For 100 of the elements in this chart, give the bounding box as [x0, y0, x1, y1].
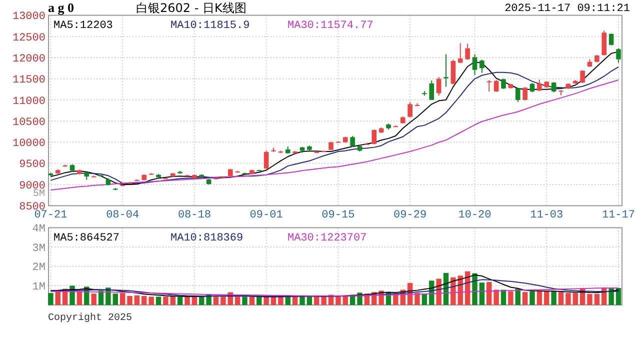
bar — [163, 296, 168, 305]
y-tick-label: 12500 — [12, 32, 46, 44]
line-series — [50, 279, 619, 297]
bar — [522, 292, 528, 305]
bar — [192, 296, 198, 305]
candlestick — [558, 90, 564, 96]
candlestick — [580, 70, 585, 84]
candlestick — [530, 82, 535, 93]
candlestick — [264, 150, 269, 170]
candlestick — [494, 80, 499, 92]
bar — [436, 278, 442, 305]
bar — [566, 293, 571, 305]
bar — [270, 296, 276, 305]
x-tick-label: 08-18 — [178, 210, 211, 222]
text: MA5:864527 — [54, 232, 120, 245]
bar — [530, 291, 535, 305]
chart-title: 白银2602 - 日K线图 — [136, 1, 246, 15]
bar — [156, 296, 162, 305]
x-tick-label: 09-29 — [394, 210, 427, 222]
x-tick-label: 07-21 — [34, 210, 68, 222]
candlestick — [436, 76, 442, 96]
candlestick — [486, 80, 492, 92]
candlestick — [458, 42, 463, 64]
bar — [148, 296, 154, 305]
bar — [213, 296, 219, 305]
candlestick — [616, 48, 621, 64]
bar — [264, 296, 269, 305]
text: MA30:11574.77 — [288, 20, 374, 32]
x-tick-label: 11-17 — [602, 210, 636, 222]
bar — [306, 296, 312, 305]
bar — [321, 296, 326, 305]
bar — [336, 296, 341, 305]
bar — [112, 294, 118, 305]
candlestick — [522, 86, 528, 101]
bar — [184, 296, 190, 305]
y-tick-label: 2M — [32, 262, 46, 274]
bar — [242, 296, 248, 305]
candlestick — [429, 80, 434, 100]
text: MA10:818369 — [170, 232, 244, 245]
bar — [278, 296, 284, 305]
bar — [292, 296, 298, 305]
bar — [220, 296, 226, 305]
bar — [500, 290, 506, 305]
bar — [314, 296, 320, 305]
bar — [551, 291, 556, 305]
bar — [479, 282, 485, 305]
bar — [134, 295, 140, 305]
bar — [76, 291, 82, 305]
candlestick — [408, 102, 412, 118]
bar — [536, 291, 542, 305]
text: MA5:12203 — [54, 20, 113, 32]
candlestick — [480, 59, 484, 74]
y-tick-label: 13000 — [12, 11, 46, 24]
bar — [120, 293, 126, 305]
bar — [91, 294, 96, 305]
y-tick-label: 11500 — [12, 74, 46, 87]
y-tick-label: 3M — [32, 242, 46, 255]
x-tick-label: 09-15 — [322, 210, 355, 222]
y-tick-label: 12000 — [12, 53, 46, 66]
x-tick-label: 08-04 — [106, 210, 140, 222]
bar — [508, 291, 514, 305]
bar — [127, 296, 132, 305]
candlestick — [551, 82, 556, 93]
text: 2025-11-17 09:11:21 — [504, 3, 630, 15]
candlestick — [350, 135, 355, 148]
bar — [177, 296, 183, 305]
bar — [142, 296, 147, 305]
y-tick-label: 9500 — [19, 159, 46, 172]
text: MA10:11815.9 — [170, 20, 250, 32]
candlestick — [372, 129, 377, 145]
bar — [587, 294, 592, 305]
text: MA30:1223707 — [288, 232, 367, 245]
candlestick — [602, 30, 607, 56]
text: Copyright 2025 — [48, 312, 132, 324]
y-tick-label: 10500 — [12, 116, 46, 129]
bar — [558, 292, 564, 305]
y-tick-label: 4M — [32, 224, 46, 236]
x-tick-label: 09-01 — [250, 210, 284, 222]
bar — [98, 290, 104, 305]
bar — [234, 296, 240, 305]
bar — [256, 296, 262, 305]
bar — [486, 282, 492, 305]
bar — [572, 293, 578, 305]
bar — [414, 293, 420, 305]
bar — [494, 290, 499, 305]
x-tick-label: 11-03 — [530, 210, 564, 222]
candlestick — [450, 59, 456, 85]
bar — [544, 291, 550, 305]
bar — [170, 296, 176, 305]
candlestick — [515, 88, 520, 103]
line-series — [50, 287, 619, 296]
candlestick — [608, 32, 614, 46]
bar — [594, 294, 600, 305]
bar — [342, 296, 348, 305]
x-tick-label: 10-20 — [458, 210, 492, 222]
bar — [48, 293, 54, 305]
y-tick-label: 1M — [32, 282, 46, 294]
line-series — [50, 80, 619, 191]
y-tick-label: 10000 — [12, 138, 46, 150]
candlestick — [537, 79, 542, 92]
